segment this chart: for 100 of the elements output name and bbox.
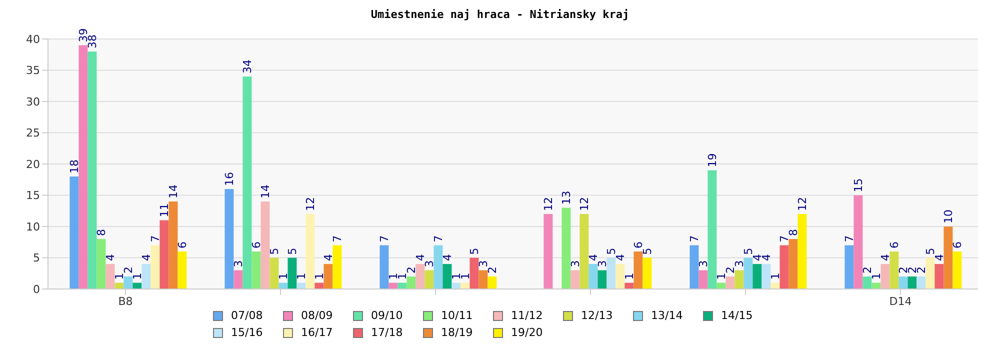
bar — [890, 252, 899, 289]
data-label: 1 — [396, 272, 410, 280]
bar — [124, 276, 133, 289]
data-label: 4 — [879, 254, 892, 261]
bar — [142, 264, 151, 289]
y-tick-label: 25 — [26, 126, 40, 140]
data-label: 12 — [578, 197, 592, 211]
data-label: 6 — [951, 242, 964, 248]
data-label: 4 — [614, 254, 628, 261]
data-label: 6 — [250, 242, 264, 248]
data-label: 7 — [331, 235, 344, 242]
bar — [242, 76, 252, 289]
data-label: 3 — [477, 260, 490, 268]
data-label: 2 — [486, 266, 500, 274]
y-tick-label: 5 — [33, 252, 40, 265]
data-label: 6 — [176, 242, 190, 248]
bar — [380, 245, 389, 289]
bar — [744, 258, 753, 289]
data-label: 8 — [787, 229, 800, 236]
data-label: 5 — [605, 248, 618, 255]
data-label: 7 — [843, 235, 856, 242]
data-label: 34 — [241, 60, 254, 74]
data-label: 1 — [113, 272, 126, 280]
data-label: 3 — [569, 260, 582, 268]
bar — [752, 264, 762, 289]
data-label: 19 — [706, 153, 720, 168]
data-label: 13 — [560, 190, 574, 205]
bar — [470, 258, 479, 289]
data-label: 14 — [259, 184, 272, 198]
data-label: 5 — [468, 248, 482, 255]
bar — [406, 276, 416, 289]
bar — [150, 245, 160, 289]
bar — [952, 252, 962, 289]
data-label: 1 — [870, 272, 884, 280]
data-label: 4 — [322, 254, 336, 261]
bar — [106, 264, 115, 289]
data-label: 4 — [441, 254, 454, 261]
legend-label: 07/08 — [230, 309, 264, 322]
data-label: 6 — [632, 242, 646, 248]
data-label: 4 — [140, 254, 154, 261]
bar — [234, 270, 243, 289]
bar — [434, 245, 443, 289]
legend-label: 10/11 — [440, 309, 474, 322]
data-label: 5 — [286, 248, 300, 255]
data-label: 4 — [414, 254, 428, 261]
bar — [168, 202, 178, 289]
bar — [306, 214, 315, 289]
bar — [798, 214, 807, 289]
bar — [788, 239, 798, 289]
bar — [252, 252, 261, 289]
y-tick-label: 15 — [26, 189, 40, 202]
bar — [88, 52, 97, 289]
data-label: 16 — [223, 172, 236, 186]
data-label: 7 — [688, 235, 702, 242]
data-label: 8 — [95, 229, 108, 236]
bar — [926, 258, 935, 289]
bar — [734, 270, 744, 289]
data-label: 12 — [542, 197, 556, 211]
data-label: 2 — [122, 266, 136, 274]
data-label: 15 — [852, 178, 866, 192]
data-label: 14 — [167, 184, 180, 198]
bar — [260, 202, 270, 289]
bar — [442, 264, 452, 289]
bar — [588, 264, 598, 289]
data-label: 5 — [641, 248, 654, 255]
legend-label: 15/16 — [230, 326, 264, 339]
data-label: 1 — [623, 272, 636, 280]
bar — [844, 245, 854, 289]
data-label: 2 — [861, 266, 874, 274]
y-tick-label: 0 — [33, 282, 40, 296]
bar — [606, 258, 616, 289]
y-tick-label: 40 — [26, 32, 40, 46]
legend-label: 14/15 — [720, 309, 754, 322]
legend-label: 08/09 — [300, 309, 334, 322]
data-label: 7 — [378, 235, 392, 242]
legend-label: 19/20 — [510, 326, 544, 339]
data-label: 1 — [277, 272, 290, 280]
data-label: 1 — [715, 272, 728, 280]
data-label: 1 — [131, 272, 144, 280]
data-label: 3 — [232, 260, 246, 268]
bar — [224, 189, 234, 289]
data-label: 18 — [68, 160, 82, 174]
bar — [944, 226, 953, 289]
legend-label: 16/17 — [300, 326, 334, 339]
data-label: 2 — [915, 266, 928, 274]
y-tick-label: 30 — [26, 95, 40, 108]
data-label: 11 — [158, 203, 172, 218]
legend-label: 09/10 — [370, 309, 404, 322]
data-label: 4 — [760, 254, 774, 261]
bar — [862, 276, 872, 289]
bar — [562, 208, 571, 289]
bar — [908, 276, 917, 289]
bar — [178, 252, 187, 289]
bar — [332, 245, 342, 289]
bar — [70, 176, 79, 289]
bar — [616, 264, 625, 289]
bar — [698, 270, 708, 289]
bar — [96, 239, 106, 289]
bar — [690, 245, 699, 289]
bar — [78, 45, 88, 289]
